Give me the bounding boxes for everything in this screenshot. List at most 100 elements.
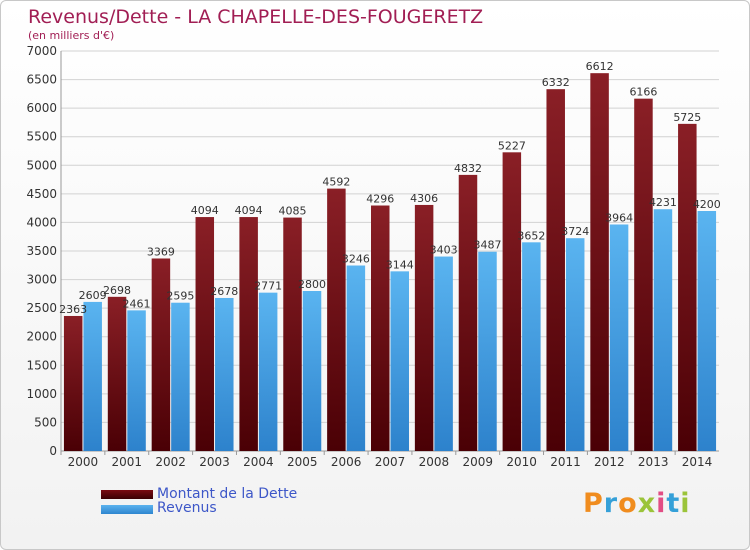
legend-swatch-revenus bbox=[101, 505, 153, 514]
logo-letter: t bbox=[666, 488, 681, 519]
legend-label-dette: Montant de la Dette bbox=[157, 486, 298, 502]
data-label-dette: 4094 bbox=[191, 204, 219, 217]
y-tick-label: 2000 bbox=[26, 330, 57, 344]
bar-revenus-2003 bbox=[215, 297, 234, 451]
bar-dette-2000 bbox=[63, 315, 83, 451]
bar-revenus-2005 bbox=[302, 291, 322, 451]
bar-revenus-2011 bbox=[565, 238, 585, 451]
data-label-revenus: 2609 bbox=[79, 289, 107, 302]
data-label-revenus: 2595 bbox=[166, 290, 194, 303]
data-label-dette: 6166 bbox=[629, 86, 657, 99]
y-tick-label: 4000 bbox=[26, 215, 57, 229]
data-label-dette: 4085 bbox=[279, 205, 307, 218]
data-labels: 2363 2698 3369 4094 4094 4085 4592 4296 4306 4832… bbox=[59, 60, 721, 316]
bar-revenus-2012 bbox=[609, 224, 629, 451]
logo-letter: o bbox=[618, 488, 638, 519]
x-tick-label: 2005 bbox=[287, 455, 318, 469]
data-label-dette: 4592 bbox=[322, 176, 350, 189]
y-tick-label: 5000 bbox=[26, 158, 57, 172]
data-label-revenus: 3487 bbox=[473, 239, 501, 252]
y-tick-label: 500 bbox=[34, 415, 57, 429]
data-label-dette: 5227 bbox=[498, 139, 526, 152]
bar-revenus-2013 bbox=[653, 209, 673, 451]
x-tick-label: 2003 bbox=[199, 455, 230, 469]
bar-dette-2007 bbox=[371, 205, 390, 451]
bar-dette-2002 bbox=[151, 258, 171, 451]
x-tick-label: 2010 bbox=[506, 455, 537, 469]
data-label-revenus: 2678 bbox=[210, 285, 238, 298]
bar-dette-2009 bbox=[458, 174, 478, 451]
bar-revenus-2009 bbox=[478, 251, 497, 451]
data-label-revenus: 4200 bbox=[693, 198, 721, 211]
x-tick-label: 2012 bbox=[594, 455, 625, 469]
bar-dette-2006 bbox=[327, 188, 346, 451]
data-label-revenus: 2461 bbox=[123, 297, 151, 310]
y-tick-label: 5500 bbox=[26, 130, 57, 144]
data-label-dette: 4832 bbox=[454, 162, 482, 175]
x-tick-label: 2000 bbox=[68, 455, 99, 469]
y-tick-label: 4500 bbox=[26, 187, 57, 201]
bar-revenus-2014 bbox=[697, 211, 717, 451]
bar-revenus-2006 bbox=[346, 265, 366, 451]
bar-dette-2010 bbox=[502, 152, 522, 452]
y-tick-label: 7000 bbox=[26, 44, 57, 58]
y-tick-label: 1000 bbox=[26, 387, 57, 401]
proxiti-logo: Proxiti bbox=[583, 488, 691, 519]
y-tick-label: 3000 bbox=[26, 273, 57, 287]
x-tick-label: 2013 bbox=[638, 455, 669, 469]
logo-letter: P bbox=[583, 488, 604, 519]
legend-label-revenus: Revenus bbox=[157, 500, 217, 516]
data-label-dette: 6612 bbox=[586, 60, 614, 73]
data-label-revenus: 2800 bbox=[298, 278, 326, 291]
x-tick-label: 2007 bbox=[375, 455, 406, 469]
bar-dette-2005 bbox=[283, 217, 302, 451]
data-label-revenus: 3652 bbox=[517, 229, 545, 242]
bar-dette-2008 bbox=[414, 204, 434, 451]
data-label-revenus: 3964 bbox=[605, 211, 633, 224]
bar-revenus-2004 bbox=[258, 292, 278, 451]
data-label-revenus: 4231 bbox=[649, 196, 677, 209]
y-tick-label: 2500 bbox=[26, 301, 57, 315]
data-label-dette: 3369 bbox=[147, 245, 175, 258]
bar-revenus-2002 bbox=[171, 302, 190, 451]
x-tick-label: 2002 bbox=[155, 455, 186, 469]
y-tick-label: 0 bbox=[49, 444, 57, 458]
y-tick-label: 3500 bbox=[26, 244, 57, 258]
bar-dette-2001 bbox=[107, 296, 127, 451]
logo-letter: i bbox=[680, 488, 691, 519]
data-label-revenus: 2771 bbox=[254, 280, 282, 293]
bar-revenus-2001 bbox=[127, 310, 146, 451]
y-tick-label: 6000 bbox=[26, 101, 57, 115]
y-tick-label: 1500 bbox=[26, 358, 57, 372]
bar-revenus-2000 bbox=[83, 301, 102, 451]
x-tick-label: 2011 bbox=[550, 455, 581, 469]
bar-dette-2011 bbox=[546, 89, 565, 452]
data-label-dette: 2363 bbox=[59, 303, 87, 316]
bars bbox=[63, 73, 717, 452]
axes: 0 500 1000 1500 2000 2500 3000 3500 4000 4500 5000… bbox=[26, 44, 719, 469]
legend-swatch-dette bbox=[101, 490, 153, 499]
data-label-dette: 4094 bbox=[235, 204, 263, 217]
x-tick-label: 2004 bbox=[243, 455, 274, 469]
x-tick-label: 2014 bbox=[682, 455, 713, 469]
data-label-dette: 5725 bbox=[673, 111, 701, 124]
x-tick-label: 2001 bbox=[112, 455, 143, 469]
data-label-dette: 2698 bbox=[103, 284, 131, 297]
data-label-revenus: 3724 bbox=[561, 225, 589, 238]
bar-dette-2013 bbox=[634, 98, 653, 452]
bar-dette-2014 bbox=[678, 123, 697, 451]
data-label-dette: 4306 bbox=[410, 192, 438, 205]
data-label-revenus: 3403 bbox=[430, 244, 458, 257]
chart-title: Revenus/Dette - LA CHAPELLE-DES-FOUGERET… bbox=[28, 6, 484, 28]
data-label-revenus: 3246 bbox=[342, 253, 370, 266]
x-tick-label: 2008 bbox=[419, 455, 450, 469]
logo-letter: i bbox=[656, 488, 667, 519]
grid bbox=[61, 50, 719, 452]
logo-letter: r bbox=[603, 488, 619, 519]
data-label-dette: 6332 bbox=[542, 76, 570, 89]
bar-revenus-2007 bbox=[390, 271, 409, 451]
bar-dette-2003 bbox=[195, 217, 215, 451]
y-tick-label: 6500 bbox=[26, 73, 57, 87]
